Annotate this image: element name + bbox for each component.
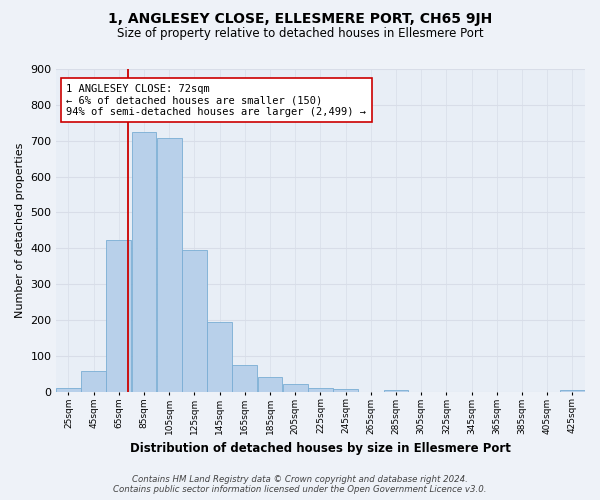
Bar <box>106 240 131 392</box>
Bar <box>81 372 106 392</box>
Bar <box>333 389 358 392</box>
Text: 1 ANGLESEY CLOSE: 72sqm
← 6% of detached houses are smaller (150)
94% of semi-de: 1 ANGLESEY CLOSE: 72sqm ← 6% of detached… <box>67 84 367 116</box>
Y-axis label: Number of detached properties: Number of detached properties <box>15 142 25 318</box>
Text: 1, ANGLESEY CLOSE, ELLESMERE PORT, CH65 9JH: 1, ANGLESEY CLOSE, ELLESMERE PORT, CH65 … <box>108 12 492 26</box>
Bar <box>182 250 207 392</box>
Text: Size of property relative to detached houses in Ellesmere Port: Size of property relative to detached ho… <box>116 28 484 40</box>
Bar <box>157 138 182 392</box>
Bar <box>257 377 283 392</box>
Bar <box>131 132 157 392</box>
Bar <box>383 390 409 392</box>
Bar <box>560 390 585 392</box>
Text: Contains HM Land Registry data © Crown copyright and database right 2024.
Contai: Contains HM Land Registry data © Crown c… <box>113 474 487 494</box>
Bar <box>308 388 333 392</box>
X-axis label: Distribution of detached houses by size in Ellesmere Port: Distribution of detached houses by size … <box>130 442 511 455</box>
Bar <box>232 365 257 392</box>
Bar <box>56 388 81 392</box>
Bar <box>283 384 308 392</box>
Bar <box>207 322 232 392</box>
